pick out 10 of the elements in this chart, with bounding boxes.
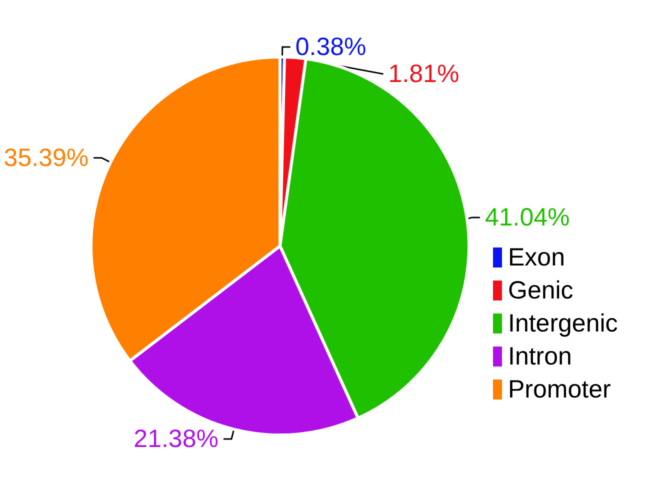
data-label: 21.38% [134,424,218,453]
data-label: 0.38% [295,33,366,62]
legend-label: Intergenic [508,310,618,338]
data-label: 41.04% [484,203,570,232]
legend-label: Promoter [508,376,611,404]
legend-label: Genic [508,276,574,304]
data-label: 35.39% [4,144,89,172]
legend-label: Exon [508,244,565,272]
legend-label: Intron [508,342,572,370]
data-label: 1.81% [388,60,460,88]
